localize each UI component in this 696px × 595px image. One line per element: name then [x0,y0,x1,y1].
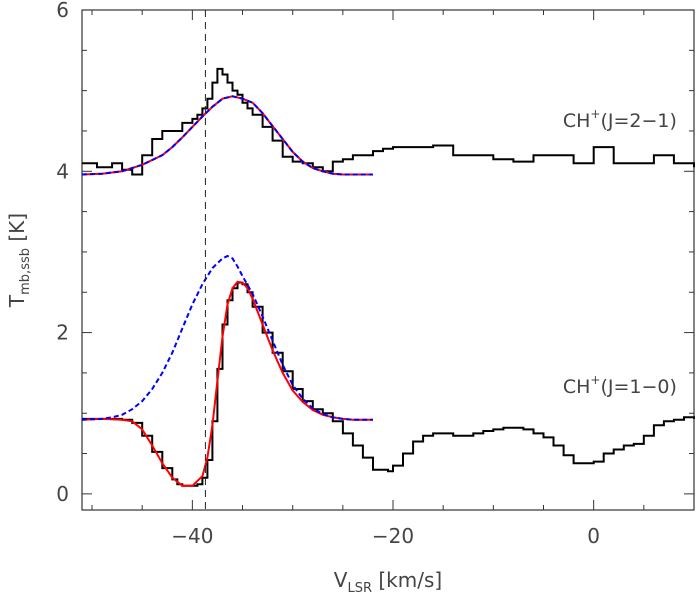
series-layer [81,67,695,487]
y-tick-label: 4 [56,159,69,183]
y-tick-label: 2 [56,321,69,345]
annotation-ch-plus-1-0: CH+(J=1−0) [563,373,677,398]
series-fit-blue-dashed-2 [81,95,373,176]
axis-ticks: −40 −20 0 0 2 4 6 [56,0,695,548]
x-tick-label: −20 [372,524,414,548]
series-observed-3 [82,281,695,487]
y-axis-label: Tmb,ssb [K] [5,213,33,308]
y-tick-label: 6 [56,0,69,22]
x-tick-label: −40 [171,524,213,548]
series-fit-blue-dashed-5 [81,254,373,421]
plot-frame [81,9,695,511]
series-fit-red-1 [81,95,373,176]
y-tick-label: 0 [56,482,69,506]
annotation-ch-plus-2-1: CH+(J=2−1) [563,107,677,132]
x-axis-label: VLSR [km/s] [334,568,442,595]
x-tick-label: 0 [587,524,600,548]
